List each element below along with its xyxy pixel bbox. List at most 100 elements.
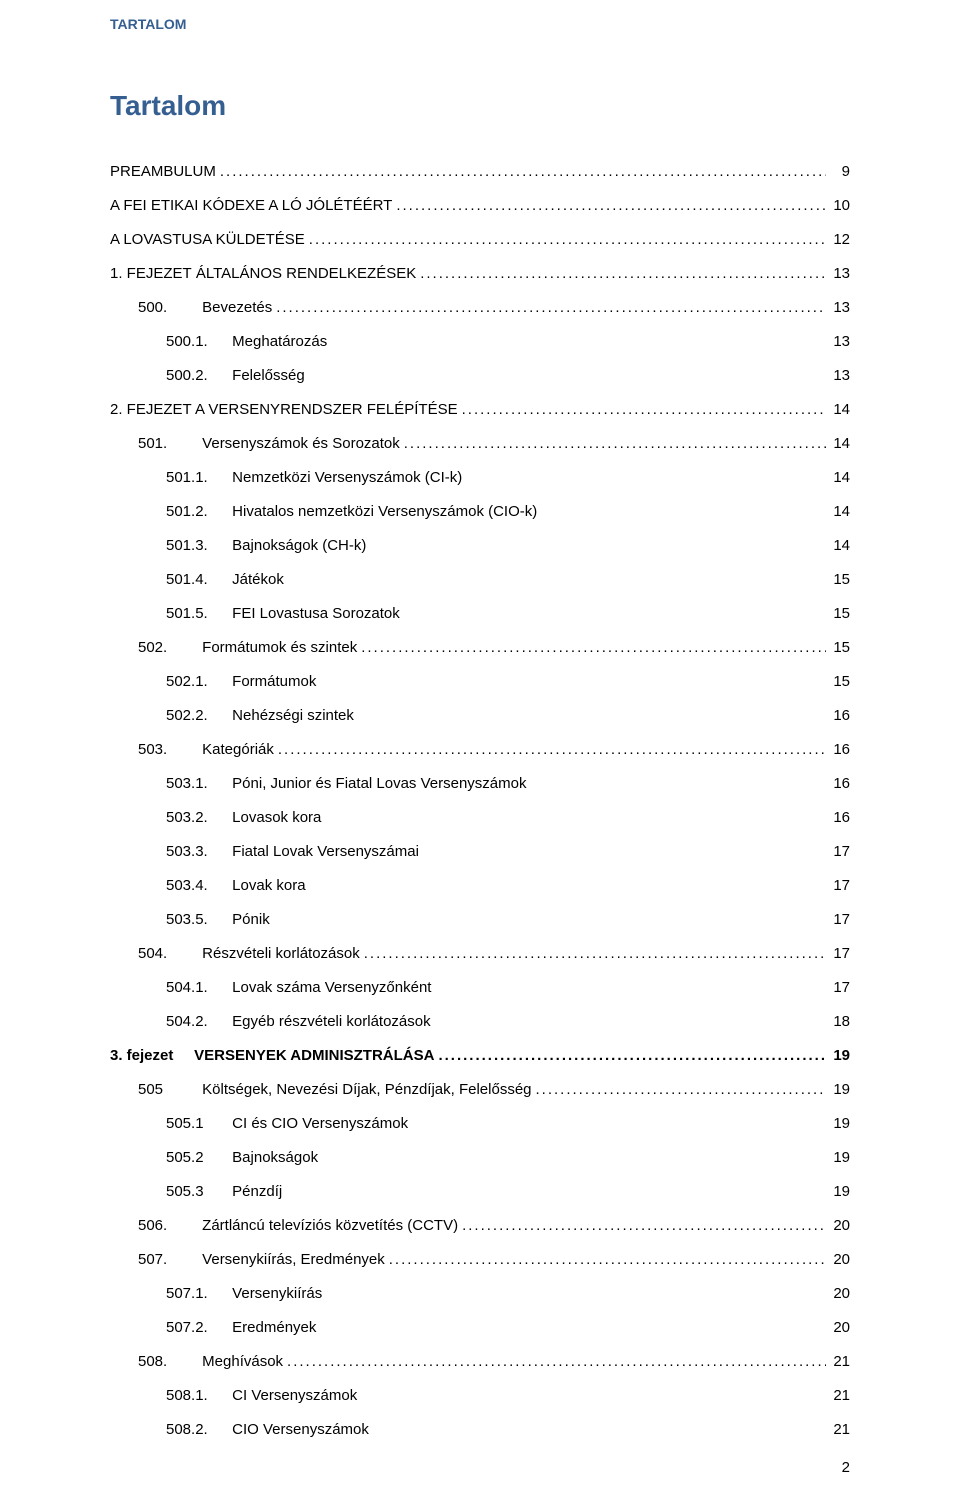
toc-number: 503.2. xyxy=(166,806,228,830)
toc-page: 13 xyxy=(826,330,850,354)
toc-leader xyxy=(305,228,826,252)
toc-entry: 505.1 CI és CIO Versenyszámok19 xyxy=(110,1112,850,1136)
toc-entry: 501.5. FEI Lovastusa Sorozatok15 xyxy=(110,602,850,626)
toc-leader xyxy=(385,1248,826,1272)
toc-leader xyxy=(360,942,826,966)
toc-label: 504. Részvételi korlátozások xyxy=(138,942,360,966)
toc-label: 507.2. Eredmények xyxy=(166,1316,316,1340)
toc-label: 501.1. Nemzetközi Versenyszámok (CI-k) xyxy=(166,466,462,490)
toc-label: 507. Versenykiírás, Eredmények xyxy=(138,1248,385,1272)
toc-label: 501.4. Játékok xyxy=(166,568,284,592)
toc-entry: 500. Bevezetés13 xyxy=(110,296,850,320)
toc-label: 500.1. Meghatározás xyxy=(166,330,327,354)
toc-entry: 503.3. Fiatal Lovak Versenyszámai17 xyxy=(110,840,850,864)
toc-entry: 1. FEJEZET ÁLTALÁNOS RENDELKEZÉSEK 13 xyxy=(110,262,850,286)
toc-leader xyxy=(400,432,826,456)
toc-page: 13 xyxy=(826,262,850,286)
toc-label: 2. FEJEZET A VERSENYRENDSZER FELÉPÍTÉSE xyxy=(110,398,458,422)
toc-leader xyxy=(458,1214,826,1238)
toc-label: 1. FEJEZET ÁLTALÁNOS RENDELKEZÉSEK xyxy=(110,262,416,286)
toc-number: 508. xyxy=(138,1350,198,1374)
toc-text: Bevezetés xyxy=(202,299,272,316)
toc-entry: 501.4. Játékok15 xyxy=(110,568,850,592)
toc-label: 508.1. CI Versenyszámok xyxy=(166,1384,357,1408)
running-header: TARTALOM xyxy=(110,16,186,32)
toc-entry: 500.2. Felelősség 13 xyxy=(110,364,850,388)
toc-number: 503.3. xyxy=(166,840,228,864)
toc-label: 503. Kategóriák xyxy=(138,738,274,762)
toc-number: 503. xyxy=(138,738,198,762)
toc-text: Eredmények xyxy=(232,1319,316,1336)
toc-label: 501.3. Bajnokságok (CH-k) xyxy=(166,534,366,558)
toc-label: 505.2 Bajnokságok xyxy=(166,1146,318,1170)
toc-number: 505 xyxy=(138,1078,198,1102)
toc-label: 508.2. CIO Versenyszámok xyxy=(166,1418,369,1442)
toc-number: 501. xyxy=(138,432,198,456)
toc-label: 505.1 CI és CIO Versenyszámok xyxy=(166,1112,408,1136)
toc-text: Nehézségi szintek xyxy=(232,707,354,724)
toc-entry: 503.1. Póni, Junior és Fiatal Lovas Vers… xyxy=(110,772,850,796)
toc-page: 21 xyxy=(826,1350,850,1374)
toc-text: Meghatározás xyxy=(232,333,327,350)
toc-leader xyxy=(357,636,826,660)
toc-leader xyxy=(283,1350,826,1374)
toc-text: Lovasok kora xyxy=(232,809,321,826)
toc-entry: PREAMBULUM9 xyxy=(110,160,850,184)
toc-label: PREAMBULUM xyxy=(110,160,216,184)
toc-text: FEI Lovastusa Sorozatok xyxy=(232,605,400,622)
toc-text: A VERSENYRENDSZER FELÉPÍTÉSE xyxy=(195,401,458,418)
toc-page: 16 xyxy=(826,772,850,796)
toc-page: 20 xyxy=(826,1316,850,1340)
toc-text: Meghívások xyxy=(202,1353,283,1370)
toc-entry: 508.2. CIO Versenyszámok21 xyxy=(110,1418,850,1442)
toc-label: 502. Formátumok és szintek xyxy=(138,636,357,660)
toc-page: 14 xyxy=(826,466,850,490)
toc-leader xyxy=(434,1044,826,1068)
toc-label: 500.2. Felelősség xyxy=(166,364,305,388)
toc-number: 501.1. xyxy=(166,466,228,490)
toc-text: Lovak kora xyxy=(232,877,305,894)
toc-page: 16 xyxy=(826,806,850,830)
toc-label: 503.4. Lovak kora xyxy=(166,874,306,898)
toc-label: 501.2. Hivatalos nemzetközi Versenyszámo… xyxy=(166,500,537,524)
toc-page: 12 xyxy=(826,228,850,252)
toc-entry: 502.2. Nehézségi szintek16 xyxy=(110,704,850,728)
toc-page: 10 xyxy=(826,194,850,218)
toc-label: 508. Meghívások xyxy=(138,1350,283,1374)
toc-entry: 505.3 Pénzdíj19 xyxy=(110,1180,850,1204)
toc-text: VERSENYEK ADMINISZTRÁLÁSA xyxy=(194,1047,434,1064)
toc-text: Formátumok xyxy=(232,673,316,690)
toc-entry: 500.1. Meghatározás 13 xyxy=(110,330,850,354)
toc-page: 14 xyxy=(826,432,850,456)
toc-leader xyxy=(416,262,826,286)
toc-page: 13 xyxy=(826,364,850,388)
toc-text: Nemzetközi Versenyszámok (CI-k) xyxy=(232,469,462,486)
toc-text: A LOVASTUSA KÜLDETÉSE xyxy=(110,231,305,248)
toc-entry: 501.1. Nemzetközi Versenyszámok (CI-k) 14 xyxy=(110,466,850,490)
toc-number: 500.1. xyxy=(166,330,228,354)
toc-page: 17 xyxy=(826,840,850,864)
toc-page: 16 xyxy=(826,704,850,728)
toc-label: 500. Bevezetés xyxy=(138,296,272,320)
toc-label: 506. Zártláncú televíziós közvetítés (CC… xyxy=(138,1214,458,1238)
toc-text: A FEI ETIKAI KÓDEXE A LÓ JÓLÉTÉÉRT xyxy=(110,197,392,214)
toc-text: Játékok xyxy=(232,571,284,588)
toc-text: CIO Versenyszámok xyxy=(232,1421,369,1438)
toc-number: 508.2. xyxy=(166,1418,228,1442)
toc-label: 503.5. Pónik xyxy=(166,908,270,932)
toc-label: 507.1. Versenykiírás xyxy=(166,1282,322,1306)
toc-text: ÁLTALÁNOS RENDELKEZÉSEK xyxy=(196,265,416,282)
toc-page: 19 xyxy=(826,1078,850,1102)
toc-entry: 504. Részvételi korlátozások17 xyxy=(110,942,850,966)
toc-label: 501. Versenyszámok és Sorozatok xyxy=(138,432,400,456)
toc-page: 20 xyxy=(826,1282,850,1306)
toc-entry: 505 Költségek, Nevezési Díjak, Pénzdíjak… xyxy=(110,1078,850,1102)
page-number: 2 xyxy=(842,1459,850,1476)
toc-label: A LOVASTUSA KÜLDETÉSE xyxy=(110,228,305,252)
toc-text: Versenykiírás xyxy=(232,1285,322,1302)
toc-entry: 507. Versenykiírás, Eredmények20 xyxy=(110,1248,850,1272)
toc-number: 505.2 xyxy=(166,1146,228,1170)
toc-number: 500.2. xyxy=(166,364,228,388)
toc-entry: 508.1. CI Versenyszámok21 xyxy=(110,1384,850,1408)
toc-leader xyxy=(216,160,826,184)
